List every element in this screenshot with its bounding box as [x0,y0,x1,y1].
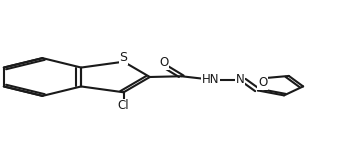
Text: O: O [258,76,267,89]
Text: Cl: Cl [118,99,129,112]
Text: N: N [235,73,244,86]
Text: O: O [159,56,169,69]
Text: HN: HN [202,73,219,86]
Text: S: S [120,51,127,64]
